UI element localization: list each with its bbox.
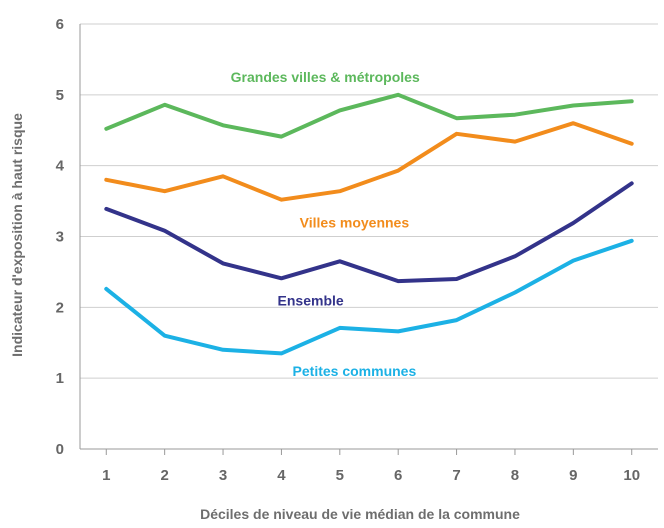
series-line-petites-communes [104,238,634,356]
series-label-petites-communes: Petites communes [293,363,417,379]
series-lines [104,92,634,356]
series-label-grandes-villes-metropoles: Grandes villes & métropoles [231,69,420,85]
x-tick-label: 2 [160,467,168,484]
y-axis-title: Indicateur d'exposition à haut risque [9,113,25,357]
series-labels: Grandes villes & métropoles Villes moyenn… [231,69,420,379]
y-tick-label: 1 [56,370,64,387]
y-tick-label: 3 [56,229,64,246]
x-tick-label: 10 [623,467,640,484]
y-tick-label: 4 [56,158,65,175]
axes: 0 1 2 3 4 5 6 1 2 3 4 5 6 7 8 9 10 [56,16,658,484]
x-tick-label: 7 [452,467,460,484]
series-label-villes-moyennes: Villes moyennes [300,214,410,230]
x-axis-title: Déciles de niveau de vie médian de la co… [200,506,520,522]
series-line-grandes-villes-metropoles [104,92,634,139]
y-tick-label: 6 [56,16,64,33]
x-tick-label: 6 [394,467,402,484]
x-tick-label: 4 [277,467,286,484]
y-tick-label: 0 [56,441,64,458]
x-tick-label: 3 [219,467,227,484]
y-tick-label: 2 [56,299,64,316]
series-label-ensemble: Ensemble [278,292,344,308]
series-line-ensemble [104,181,634,284]
x-tick-label: 8 [511,467,519,484]
x-tick-label: 5 [336,467,344,484]
x-tick-label: 1 [102,467,110,484]
series-line-villes-moyennes [104,121,634,202]
x-tick-label: 9 [569,467,577,484]
y-tick-label: 5 [56,87,64,104]
